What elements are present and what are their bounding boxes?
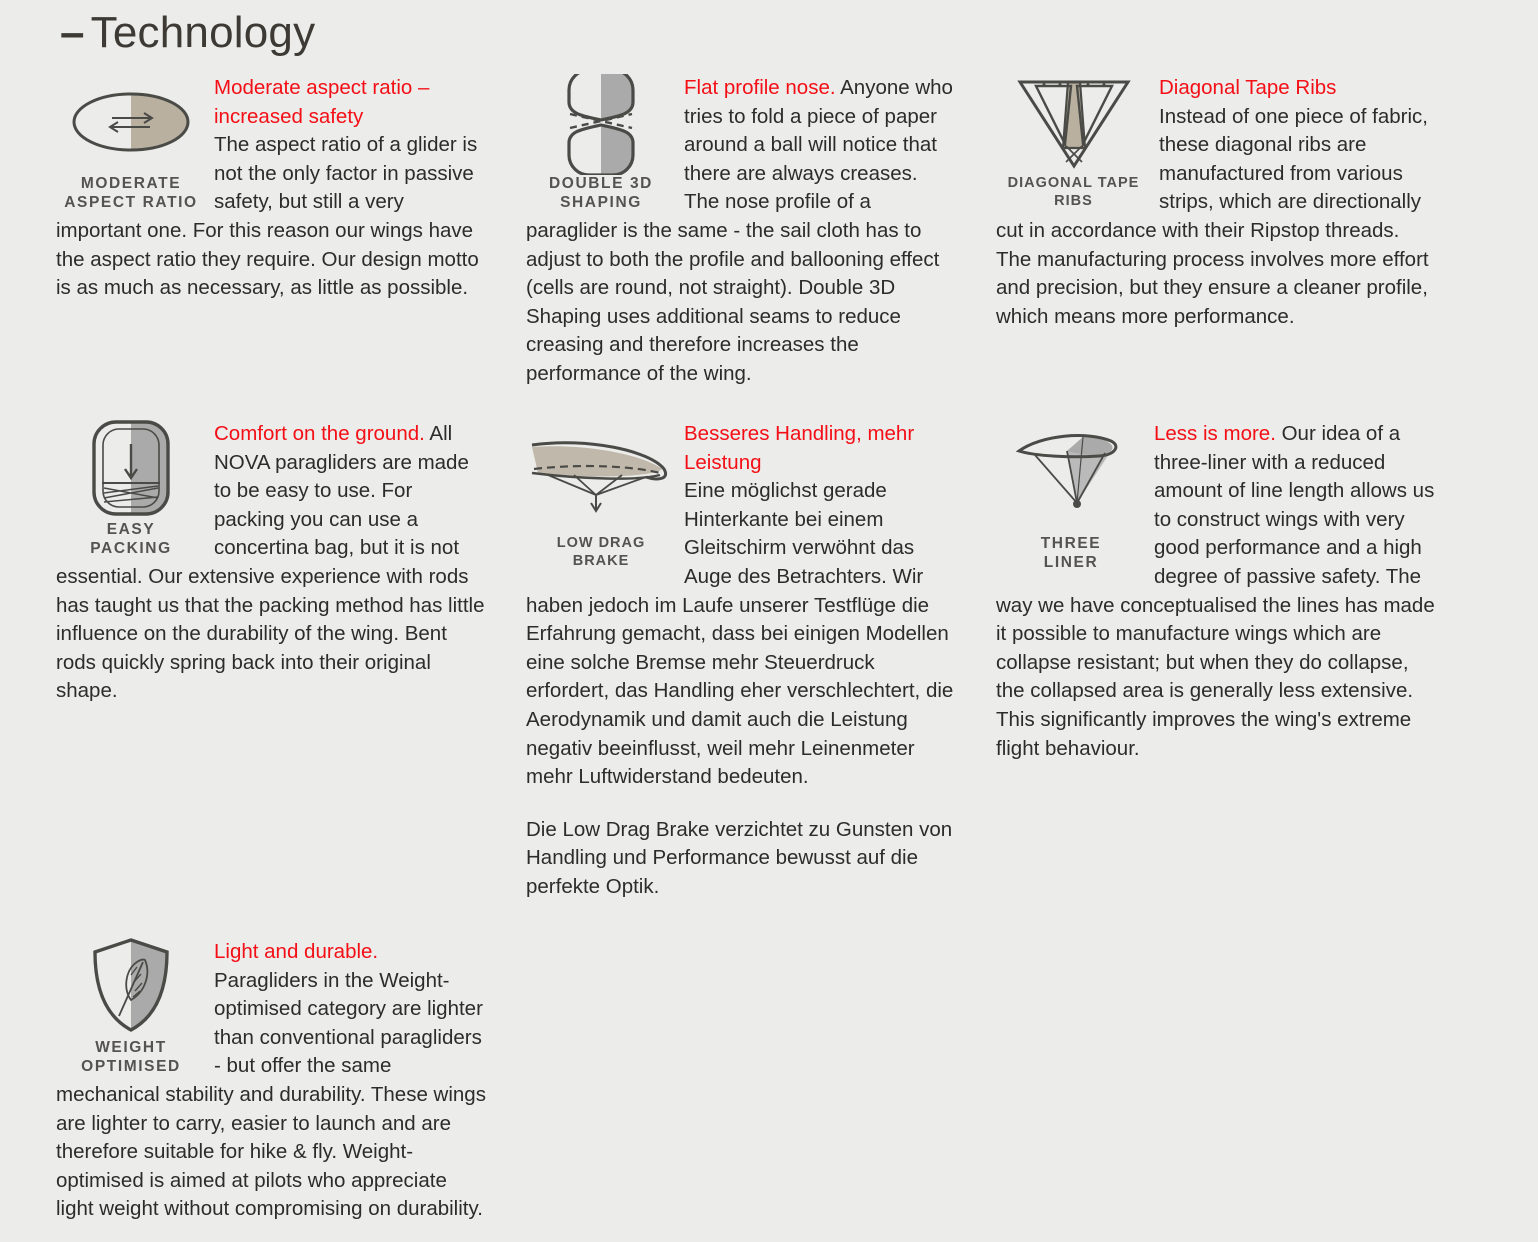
feature-paragraph: Our idea of a three-liner with a reduced…: [996, 422, 1435, 760]
feature-card-besseres-handling: LOW DRAG BRAKE Besseres Handling, mehr L…: [526, 420, 956, 902]
icon-block-weight-optimised: WEIGHT OPTIMISED: [56, 938, 206, 1077]
icon-block-three-liner: THREE LINER: [996, 420, 1146, 573]
feature-heading: Besseres Handling, mehr Leistung: [684, 422, 915, 474]
moderate-aspect-ratio-icon: [56, 74, 206, 170]
double-3d-shaping-icon: [526, 74, 676, 175]
icon-caption: LOW DRAG BRAKE: [556, 535, 646, 570]
feature-paragraph: Eine möglichst gerade Hinterkante bei ei…: [526, 479, 954, 789]
diagonal-tape-ribs-icon: [996, 74, 1151, 170]
icon-caption: THREE LINER: [1040, 535, 1102, 572]
icon-caption: DIAGONAL TAPE RIBS: [1007, 175, 1140, 210]
low-drag-brake-icon: [526, 420, 676, 530]
feature-paragraph: All NOVA paragliders are made to be easy…: [56, 422, 485, 703]
feature-card-less-is-more: THREE LINER Less is more. Our idea of a …: [996, 420, 1436, 763]
feature-card-moderate-aspect-ratio: MODERATE ASPECT RATIO Moderate aspect ra…: [56, 74, 486, 303]
page-title: – Technology: [60, 8, 315, 58]
icon-block-easy-packing: EASY PACKING: [56, 420, 206, 559]
icon-block-double-3d-shaping: DOUBLE 3D SHAPING: [526, 74, 676, 213]
feature-card-flat-profile-nose: DOUBLE 3D SHAPING Flat profile nose. Any…: [526, 74, 956, 389]
feature-row-1: MODERATE ASPECT RATIO Moderate aspect ra…: [56, 74, 1476, 389]
feature-body: Light and durable. Paragliders in the We…: [56, 938, 486, 1224]
feature-body: Diagonal Tape Ribs Instead of one piece o…: [996, 74, 1436, 331]
feature-body: Comfort on the ground. All NOVA paraglid…: [56, 420, 486, 706]
icon-block-moderate-aspect-ratio: MODERATE ASPECT RATIO: [56, 74, 206, 213]
feature-heading: Comfort on the ground.: [214, 422, 425, 445]
feature-body: Moderate aspect ratio – increased safety…: [56, 74, 486, 303]
easy-packing-icon: [56, 420, 206, 516]
feature-card-diagonal-tape-ribs: DIAGONAL TAPE RIBS Diagonal Tape Ribs Ins…: [996, 74, 1436, 331]
three-liner-icon: [996, 420, 1146, 530]
feature-card-comfort-on-the-ground: EASY PACKING Comfort on the ground. All …: [56, 420, 486, 706]
feature-heading: Light and durable.: [214, 940, 379, 963]
icon-block-diagonal-tape-ribs: DIAGONAL TAPE RIBS: [996, 74, 1151, 210]
feature-card-light-and-durable: WEIGHT OPTIMISED Light and durable. Para…: [56, 938, 486, 1224]
icon-caption: EASY PACKING: [90, 521, 172, 558]
feature-paragraph-2: Die Low Drag Brake verzichtet zu Gunsten…: [526, 817, 953, 898]
feature-row-3: WEIGHT OPTIMISED Light and durable. Para…: [56, 938, 1476, 1224]
icon-caption: MODERATE ASPECT RATIO: [64, 175, 198, 212]
icon-block-low-drag-brake: LOW DRAG BRAKE: [526, 420, 676, 570]
feature-row-2: EASY PACKING Comfort on the ground. All …: [56, 420, 1476, 902]
feature-body: Less is more. Our idea of a three-liner …: [996, 420, 1436, 763]
feature-heading: Diagonal Tape Ribs: [1159, 76, 1337, 99]
title-dash: –: [60, 8, 85, 57]
feature-paragraph: Anyone who tries to fold a piece of pape…: [526, 76, 953, 385]
weight-optimised-icon: [56, 938, 206, 1034]
feature-heading: Flat profile nose.: [684, 76, 836, 99]
feature-paragraph: Instead of one piece of fabric, these di…: [996, 104, 1429, 328]
feature-body: Besseres Handling, mehr Leistung Eine mög…: [526, 420, 956, 902]
feature-paragraph: The aspect ratio of a glider is not the …: [56, 133, 479, 300]
feature-heading: Less is more.: [1154, 422, 1276, 445]
feature-heading: Moderate aspect ratio – increased safety: [214, 76, 430, 128]
icon-caption: WEIGHT OPTIMISED: [81, 1039, 181, 1076]
feature-body: Flat profile nose. Anyone who tries to f…: [526, 74, 956, 389]
feature-paragraph: Paragliders in the Weight-optimised cate…: [56, 968, 486, 1221]
icon-caption: DOUBLE 3D SHAPING: [549, 175, 653, 212]
title-text: Technology: [90, 8, 316, 57]
